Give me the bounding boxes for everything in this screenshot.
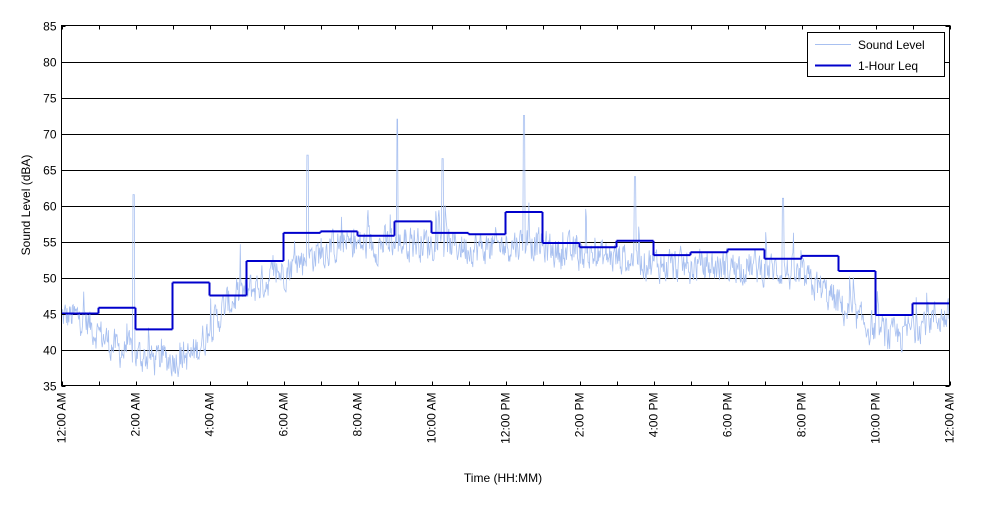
y-tick-label: 35 [43, 380, 57, 394]
y-tick-label: 70 [43, 128, 57, 142]
x-tick-label: 8:00 AM [351, 393, 365, 437]
y-tick-label: 80 [43, 56, 57, 70]
grid-lines [61, 62, 950, 351]
series-layer [61, 115, 950, 378]
x-tick-label: 6:00 PM [721, 393, 735, 438]
y-tick-label: 60 [43, 200, 57, 214]
x-tick-label: 2:00 AM [129, 393, 143, 437]
x-tick-label: 8:00 PM [795, 393, 809, 438]
axis-ticks: 35 40 45 50 55 60 65 70 75 80 85 12:00 AM 2:00 AM 4:0… [43, 20, 956, 444]
x-tick-label: 2:00 PM [573, 393, 587, 438]
x-tick-label: 12:00 AM [943, 392, 957, 443]
y-tick-label: 40 [43, 344, 57, 358]
x-tick-label: 4:00 AM [203, 393, 217, 437]
y-axis-label: Sound Level (dBA) [19, 155, 33, 256]
legend-label-1-hour-leq: 1-Hour Leq [858, 59, 918, 73]
y-tick-label: 65 [43, 164, 57, 178]
x-tick-label: 6:00 AM [277, 393, 291, 437]
y-tick-label: 85 [43, 20, 57, 34]
y-tick-label: 50 [43, 272, 57, 286]
x-tick-label: 12:00 PM [499, 393, 513, 444]
y-tick-label: 55 [43, 236, 57, 250]
x-axis-label: Time (HH:MM) [464, 471, 542, 485]
legend-box [807, 32, 945, 77]
legend: Sound Level 1-Hour Leq [807, 32, 945, 77]
x-tick-label: 10:00 PM [869, 393, 883, 444]
y-tick-label: 75 [43, 92, 57, 106]
x-tick-label: 10:00 AM [425, 392, 439, 443]
x-tick-label: 4:00 PM [647, 393, 661, 438]
plot-frame [61, 25, 950, 386]
x-tick-label: 12:00 AM [55, 392, 69, 443]
legend-label-sound-level: Sound Level [858, 38, 925, 52]
y-tick-label: 45 [43, 308, 57, 322]
